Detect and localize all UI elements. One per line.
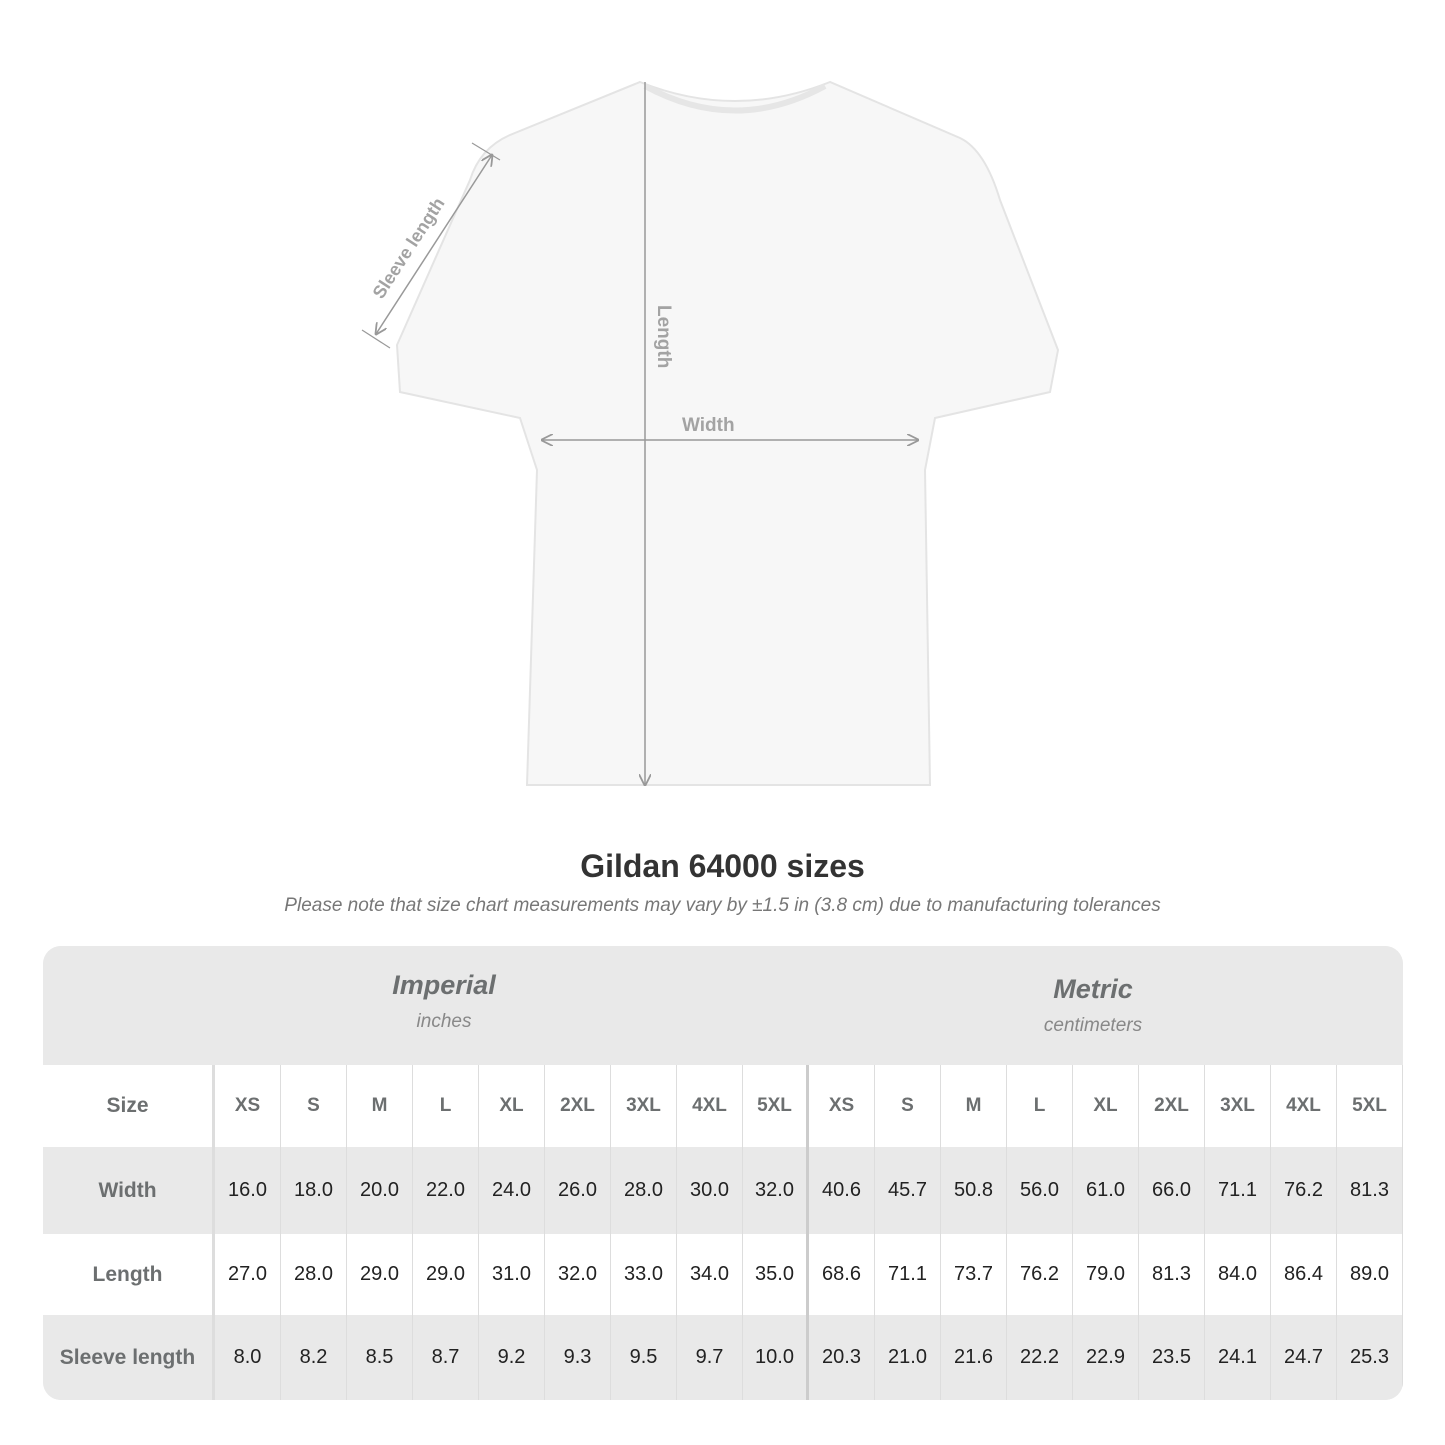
size-header-cell: 4XL: [1271, 1065, 1337, 1147]
value-cell: 26.0: [545, 1147, 611, 1234]
tolerance-note: Please note that size chart measurements…: [284, 895, 1161, 916]
value-cell: 24.0: [479, 1147, 545, 1234]
size-label: Size: [43, 1065, 215, 1147]
value-cell: 56.0: [1007, 1147, 1073, 1234]
value-cell: 20.0: [347, 1147, 413, 1234]
value-cell: 27.0: [215, 1234, 281, 1315]
value-cell: 33.0: [611, 1234, 677, 1315]
value-cell: 21.0: [875, 1315, 941, 1400]
value-cell: 22.2: [1007, 1315, 1073, 1400]
value-cell: 71.1: [1205, 1147, 1271, 1234]
value-cell: 10.0: [743, 1315, 809, 1400]
value-cell: 32.0: [545, 1234, 611, 1315]
value-cell: 79.0: [1073, 1234, 1139, 1315]
metric-header: Metric centimeters: [1043, 974, 1143, 1036]
size-header-cell: XL: [1073, 1065, 1139, 1147]
value-cell: 9.3: [545, 1315, 611, 1400]
value-cell: 8.2: [281, 1315, 347, 1400]
value-cell: 22.9: [1073, 1315, 1139, 1400]
value-cell: 34.0: [677, 1234, 743, 1315]
value-cell: 31.0: [479, 1234, 545, 1315]
page-title: Gildan 64000 sizes: [580, 848, 865, 884]
value-cell: 9.5: [611, 1315, 677, 1400]
size-header-cell: 4XL: [677, 1065, 743, 1147]
table-row: Sleeve length 8.0 8.2 8.5 8.7 9.2 9.3 9.5 9.7 10.…: [43, 1315, 1403, 1400]
value-cell: 28.0: [281, 1234, 347, 1315]
value-cell: 81.3: [1139, 1234, 1205, 1315]
value-cell: 18.0: [281, 1147, 347, 1234]
size-header-cell: S: [281, 1065, 347, 1147]
size-row: Size XS S M L XL 2XL 3XL 4XL 5XL XS S M L XL 2XL 3XL 4XL…: [43, 1065, 1403, 1147]
row-label: Length: [43, 1234, 215, 1315]
size-header-cell: 2XL: [1139, 1065, 1205, 1147]
value-cell: 29.0: [347, 1234, 413, 1315]
value-cell: 86.4: [1271, 1234, 1337, 1315]
value-cell: 50.8: [941, 1147, 1007, 1234]
table-row: Width 16.0 18.0 20.0 22.0 24.0 26.0 28.0 30.0 32.…: [43, 1147, 1403, 1234]
value-cell: 66.0: [1139, 1147, 1205, 1234]
value-cell: 9.7: [677, 1315, 743, 1400]
size-header-cell: XS: [215, 1065, 281, 1147]
width-label: Width: [682, 415, 735, 436]
value-cell: 68.6: [809, 1234, 875, 1315]
size-header-cell: XL: [479, 1065, 545, 1147]
value-cell: 61.0: [1073, 1147, 1139, 1234]
value-cell: 8.7: [413, 1315, 479, 1400]
value-cell: 32.0: [743, 1147, 809, 1234]
value-cell: 40.6: [809, 1147, 875, 1234]
table-row: Length 27.0 28.0 29.0 29.0 31.0 32.0 33.0 34.0 35…: [43, 1234, 1403, 1315]
size-header-cell: 3XL: [1205, 1065, 1271, 1147]
value-cell: 84.0: [1205, 1234, 1271, 1315]
value-cell: 23.5: [1139, 1315, 1205, 1400]
value-cell: 22.0: [413, 1147, 479, 1234]
value-cell: 81.3: [1337, 1147, 1403, 1234]
value-cell: 8.5: [347, 1315, 413, 1400]
value-cell: 24.7: [1271, 1315, 1337, 1400]
value-cell: 35.0: [743, 1234, 809, 1315]
value-cell: 71.1: [875, 1234, 941, 1315]
value-cell: 76.2: [1271, 1147, 1337, 1234]
value-cell: 30.0: [677, 1147, 743, 1234]
value-cell: 8.0: [215, 1315, 281, 1400]
size-header-cell: 3XL: [611, 1065, 677, 1147]
value-cell: 20.3: [809, 1315, 875, 1400]
row-label: Sleeve length: [43, 1315, 215, 1400]
value-cell: 16.0: [215, 1147, 281, 1234]
row-label: Width: [43, 1147, 215, 1234]
value-cell: 89.0: [1337, 1234, 1403, 1315]
size-header-cell: L: [413, 1065, 479, 1147]
value-cell: 9.2: [479, 1315, 545, 1400]
size-table: Imperial inches Metric centimeters Size …: [43, 946, 1403, 1400]
size-header-cell: 5XL: [743, 1065, 809, 1147]
value-cell: 24.1: [1205, 1315, 1271, 1400]
size-header-cell: M: [941, 1065, 1007, 1147]
value-cell: 28.0: [611, 1147, 677, 1234]
size-header-cell: XS: [809, 1065, 875, 1147]
size-header-cell: S: [875, 1065, 941, 1147]
size-header-cell: M: [347, 1065, 413, 1147]
value-cell: 73.7: [941, 1234, 1007, 1315]
value-cell: 29.0: [413, 1234, 479, 1315]
imperial-header: Imperial inches: [392, 970, 496, 1032]
length-label: Length: [653, 305, 674, 368]
value-cell: 25.3: [1337, 1315, 1403, 1400]
value-cell: 45.7: [875, 1147, 941, 1234]
value-cell: 76.2: [1007, 1234, 1073, 1315]
size-header-cell: 2XL: [545, 1065, 611, 1147]
tshirt-illustration: Sleeve length Length Width: [361, 80, 1060, 820]
sleeve-arrow: [376, 155, 492, 334]
size-header-cell: 5XL: [1337, 1065, 1403, 1147]
size-header-cell: L: [1007, 1065, 1073, 1147]
unit-header: Imperial inches Metric centimeters: [43, 946, 1403, 1065]
value-cell: 21.6: [941, 1315, 1007, 1400]
